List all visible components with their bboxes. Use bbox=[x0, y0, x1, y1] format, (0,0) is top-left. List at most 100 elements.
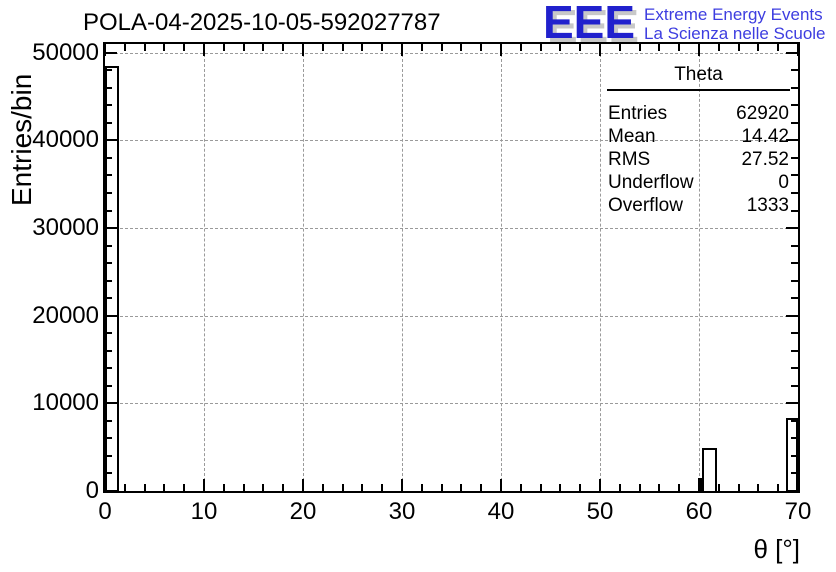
y-tick bbox=[105, 244, 112, 247]
x-tick bbox=[242, 44, 245, 51]
stat-value: 0 bbox=[778, 172, 789, 193]
x-tick bbox=[143, 484, 146, 491]
x-tick bbox=[143, 44, 146, 51]
y-gridline bbox=[105, 228, 798, 230]
y-tick bbox=[105, 227, 117, 230]
y-tick bbox=[791, 279, 798, 282]
x-tick bbox=[123, 44, 126, 51]
x-gridline bbox=[402, 44, 403, 491]
stat-value: 27.52 bbox=[741, 149, 789, 170]
eee-logo-taglines: Extreme Energy Events La Scienza nelle S… bbox=[644, 1, 825, 43]
x-tick bbox=[638, 44, 641, 51]
stat-label: Overflow bbox=[608, 195, 683, 216]
plot-title: POLA-04-2025-10-05-592027787 bbox=[83, 9, 441, 36]
y-tick bbox=[105, 490, 117, 492]
x-tick bbox=[618, 44, 621, 51]
y-tick bbox=[105, 174, 112, 177]
x-tick bbox=[539, 484, 542, 491]
x-tick-label: 0 bbox=[98, 498, 112, 525]
histogram-bar bbox=[701, 448, 717, 491]
y-tick bbox=[791, 367, 798, 370]
x-tick bbox=[183, 44, 186, 51]
y-tick bbox=[791, 472, 798, 475]
x-tick bbox=[717, 44, 720, 51]
y-tick bbox=[791, 297, 798, 300]
x-tick bbox=[559, 44, 562, 51]
stat-value: 14.42 bbox=[741, 126, 789, 147]
y-tick bbox=[105, 262, 112, 265]
y-tick bbox=[786, 227, 798, 230]
stat-label: Underflow bbox=[608, 172, 694, 193]
x-gridline bbox=[600, 44, 601, 491]
x-tick bbox=[737, 44, 740, 51]
stats-row: RMS 27.52 bbox=[607, 148, 790, 171]
plot-frame: Theta Entries 62920 Mean 14.42 RMS 27.52 Under… bbox=[103, 42, 800, 493]
y-tick bbox=[791, 454, 798, 457]
x-tick bbox=[440, 44, 443, 51]
x-tick bbox=[539, 44, 542, 51]
x-tick bbox=[797, 44, 799, 56]
x-tick bbox=[460, 44, 463, 51]
y-tick bbox=[786, 51, 798, 54]
x-tick bbox=[420, 44, 423, 51]
y-tick bbox=[786, 314, 798, 317]
stats-row: Overflow 1333 bbox=[607, 194, 790, 217]
x-tick bbox=[480, 44, 483, 51]
x-tick bbox=[658, 44, 661, 51]
x-tick bbox=[222, 484, 225, 491]
y-tick bbox=[105, 139, 117, 142]
x-tick bbox=[163, 44, 166, 51]
x-tick bbox=[480, 484, 483, 491]
y-tick-label: 40000 bbox=[32, 126, 99, 154]
y-tick bbox=[105, 454, 112, 457]
stat-label: Entries bbox=[608, 103, 668, 124]
x-tick bbox=[777, 484, 780, 491]
y-tick bbox=[105, 279, 112, 282]
logo-tagline-2: La Scienza nelle Scuole bbox=[644, 24, 826, 43]
eee-logo-acronym: EEE bbox=[543, 0, 636, 48]
histogram-bar bbox=[786, 418, 798, 491]
x-tick bbox=[401, 479, 403, 491]
x-tick bbox=[341, 484, 344, 491]
y-tick bbox=[791, 209, 798, 212]
y-tick bbox=[105, 297, 112, 300]
y-tick bbox=[105, 209, 112, 212]
y-tick bbox=[791, 121, 798, 124]
y-tick bbox=[105, 332, 112, 335]
x-tick-label: 40 bbox=[487, 498, 515, 525]
x-tick bbox=[381, 484, 384, 491]
x-tick bbox=[302, 44, 304, 56]
stats-rows: Entries 62920 Mean 14.42 RMS 27.52 Underflow 0 O… bbox=[607, 102, 790, 217]
x-tick bbox=[302, 479, 304, 491]
y-tick bbox=[105, 104, 112, 107]
x-tick bbox=[361, 484, 364, 491]
x-tick bbox=[420, 484, 423, 491]
y-tick bbox=[791, 192, 798, 194]
x-tick bbox=[262, 44, 265, 51]
y-tick bbox=[105, 69, 112, 72]
x-gridline bbox=[303, 44, 304, 491]
x-tick bbox=[163, 484, 166, 491]
x-tick bbox=[658, 484, 661, 491]
x-tick bbox=[282, 484, 285, 491]
x-tick bbox=[500, 479, 502, 491]
x-tick bbox=[698, 479, 700, 491]
x-tick bbox=[559, 484, 562, 491]
x-tick bbox=[341, 44, 344, 51]
y-gridline bbox=[105, 403, 798, 405]
stat-value: 1333 bbox=[746, 195, 789, 216]
y-tick bbox=[791, 384, 798, 387]
x-tick-label: 50 bbox=[586, 498, 614, 525]
x-tick bbox=[321, 484, 324, 491]
x-tick bbox=[599, 44, 601, 56]
y-tick bbox=[786, 139, 798, 142]
logo-tagline-1: Extreme Energy Events bbox=[644, 5, 823, 24]
x-tick bbox=[282, 44, 285, 51]
y-gridline bbox=[105, 315, 798, 317]
stat-label: Mean bbox=[608, 126, 656, 147]
x-tick bbox=[104, 479, 106, 491]
y-tick bbox=[105, 437, 112, 440]
x-tick bbox=[579, 44, 582, 51]
y-tick bbox=[791, 104, 798, 107]
x-tick bbox=[519, 484, 522, 491]
